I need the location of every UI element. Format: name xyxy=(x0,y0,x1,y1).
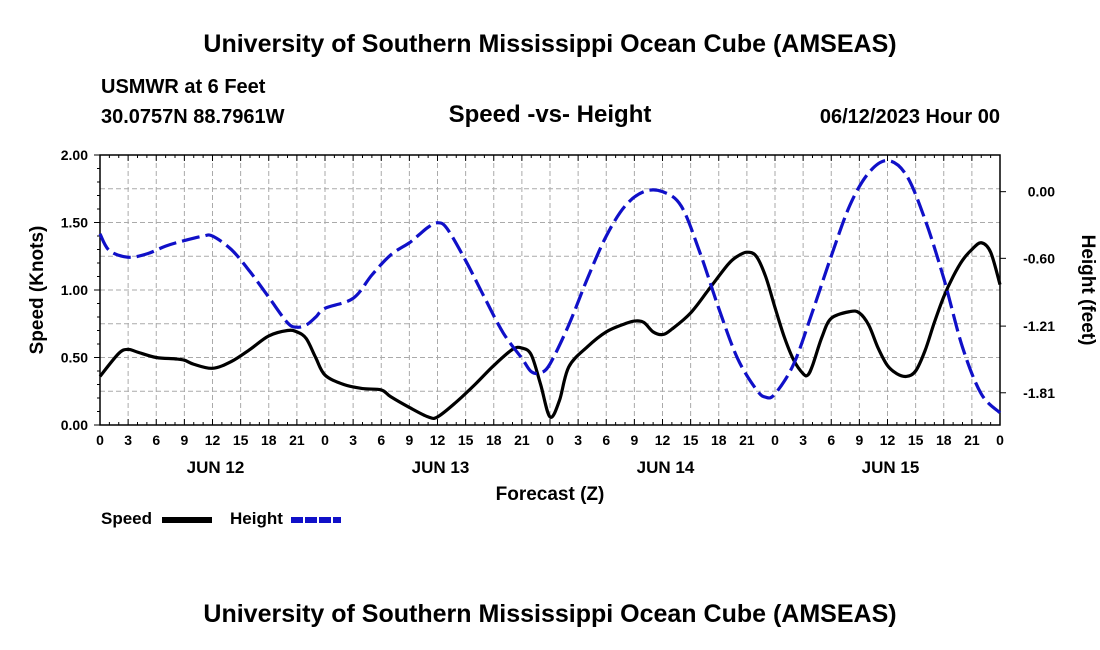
y-tick-label: 0.00 xyxy=(61,417,88,433)
x-tick-label: 12 xyxy=(880,432,896,448)
x-tick-label: 9 xyxy=(855,432,863,448)
chart-labels: 0 3 6 9 12 15 18 21 0 3 6 9 12 15 18 21 0 3 6 9 12 15 18 21 0 3 6 9… xyxy=(27,147,1098,505)
x-tick-label: 9 xyxy=(405,432,413,448)
x-tick-label: 21 xyxy=(739,432,755,448)
x-tick-label: 3 xyxy=(574,432,582,448)
station-name: USMWR at 6 Feet xyxy=(101,76,266,98)
x-tick-label: 3 xyxy=(124,432,132,448)
day-label: JUN 12 xyxy=(187,458,245,477)
x-tick-label: 0 xyxy=(771,432,779,448)
y2-tick-label: -1.21 xyxy=(1023,318,1055,334)
x-tick-label: 6 xyxy=(602,432,610,448)
y2-axis-title: Height (feet) xyxy=(1077,235,1098,346)
page-title: University of Southern Mississippi Ocean… xyxy=(203,30,897,58)
x-tick-label: 6 xyxy=(827,432,835,448)
x-tick-label: 6 xyxy=(152,432,160,448)
x-tick-label: 18 xyxy=(261,432,277,448)
x-tick-label: 9 xyxy=(180,432,188,448)
x-tick-label: 18 xyxy=(711,432,727,448)
y-axis-title: Speed (Knots) xyxy=(27,226,48,355)
y2-tick-label: -0.60 xyxy=(1023,250,1055,266)
y-tick-label: 1.50 xyxy=(61,215,88,231)
x-tick-label: 6 xyxy=(377,432,385,448)
x-tick-label: 12 xyxy=(655,432,671,448)
x-tick-label: 18 xyxy=(486,432,502,448)
x-tick-label: 12 xyxy=(430,432,446,448)
y2-tick-label: 0.00 xyxy=(1028,184,1055,200)
legend-height-swatch xyxy=(291,517,341,523)
chart-axes xyxy=(94,154,1006,426)
y2-tick-label: -1.81 xyxy=(1023,385,1055,401)
x-tick-label: 12 xyxy=(205,432,221,448)
y-tick-label: 2.00 xyxy=(61,147,88,163)
day-label: JUN 15 xyxy=(862,458,920,477)
height-series-line xyxy=(98,158,1002,414)
chart-series xyxy=(98,158,1002,421)
legend-speed-swatch xyxy=(162,517,212,523)
y-tick-label: 0.50 xyxy=(61,350,88,366)
legend-height-label: Height xyxy=(230,509,283,528)
x-tick-label: 21 xyxy=(964,432,980,448)
footer-title: University of Southern Mississippi Ocean… xyxy=(203,600,897,628)
x-axis-title: Forecast (Z) xyxy=(496,484,605,505)
x-tick-label: 15 xyxy=(908,432,924,448)
y-tick-label: 1.00 xyxy=(61,282,88,298)
x-tick-label: 3 xyxy=(349,432,357,448)
x-tick-label: 0 xyxy=(546,432,554,448)
x-tick-label: 0 xyxy=(321,432,329,448)
station-coords: 30.0757N 88.7961W xyxy=(101,106,285,128)
chart-title: Speed -vs- Height xyxy=(448,101,652,128)
x-tick-label: 0 xyxy=(96,432,104,448)
x-tick-label: 18 xyxy=(936,432,952,448)
grid-lines xyxy=(100,155,1000,425)
x-tick-label: 0 xyxy=(996,432,1004,448)
x-tick-label: 15 xyxy=(233,432,249,448)
day-label: JUN 13 xyxy=(412,458,470,477)
plot-frame xyxy=(99,154,1001,426)
x-tick-label: 3 xyxy=(799,432,807,448)
x-tick-label: 21 xyxy=(289,432,305,448)
day-label: JUN 14 xyxy=(637,458,695,477)
x-tick-label: 15 xyxy=(683,432,699,448)
x-tick-label: 21 xyxy=(514,432,530,448)
date-label: 06/12/2023 Hour 00 xyxy=(819,106,1000,128)
x-tick-label: 15 xyxy=(458,432,474,448)
legend-speed-label: Speed xyxy=(101,509,153,528)
x-tick-label: 9 xyxy=(630,432,638,448)
speed-series-line xyxy=(98,241,1002,421)
